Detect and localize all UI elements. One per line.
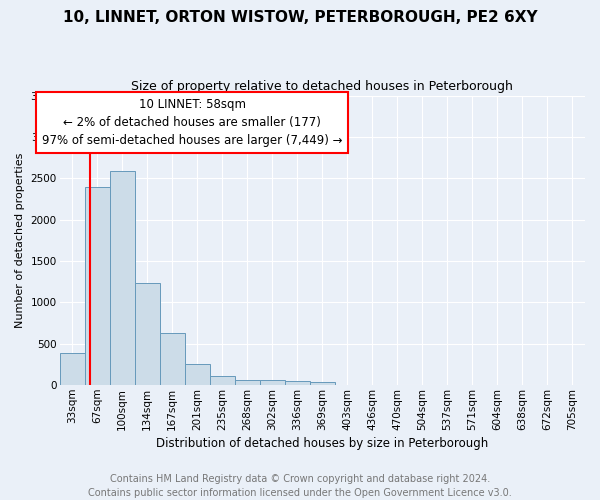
Bar <box>210 376 235 385</box>
Bar <box>160 332 185 385</box>
Bar <box>285 382 310 385</box>
Text: 10, LINNET, ORTON WISTOW, PETERBOROUGH, PE2 6XY: 10, LINNET, ORTON WISTOW, PETERBOROUGH, … <box>62 10 538 25</box>
Bar <box>310 382 335 385</box>
X-axis label: Distribution of detached houses by size in Peterborough: Distribution of detached houses by size … <box>156 437 488 450</box>
Text: 10 LINNET: 58sqm
← 2% of detached houses are smaller (177)
97% of semi-detached : 10 LINNET: 58sqm ← 2% of detached houses… <box>42 98 343 148</box>
Bar <box>260 380 285 385</box>
Bar <box>85 188 110 385</box>
Y-axis label: Number of detached properties: Number of detached properties <box>15 152 25 328</box>
Bar <box>134 282 160 385</box>
Bar <box>185 364 210 385</box>
Bar <box>110 171 134 385</box>
Title: Size of property relative to detached houses in Peterborough: Size of property relative to detached ho… <box>131 80 513 93</box>
Bar <box>235 380 260 385</box>
Bar <box>59 353 85 385</box>
Text: Contains HM Land Registry data © Crown copyright and database right 2024.
Contai: Contains HM Land Registry data © Crown c… <box>88 474 512 498</box>
